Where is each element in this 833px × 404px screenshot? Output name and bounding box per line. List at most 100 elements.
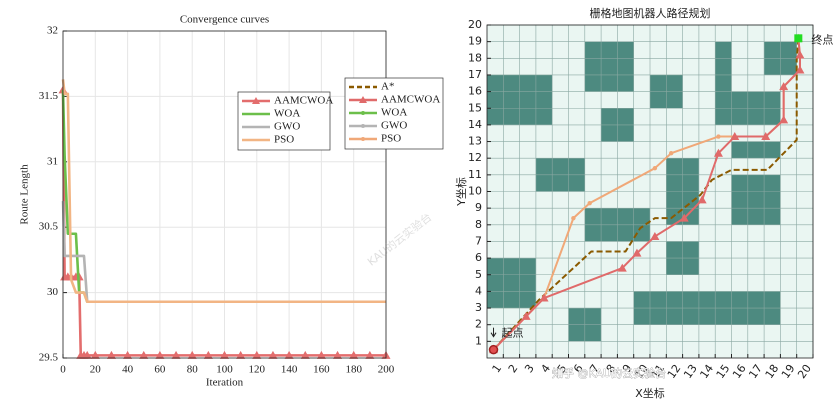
legend-label: GWO — [381, 120, 407, 132]
legend-label: WOA — [274, 108, 300, 120]
x-tick-label: 80 — [187, 364, 199, 376]
series-marker — [795, 65, 805, 74]
y-tick-label: 9 — [475, 201, 482, 214]
x-axis-label: X坐标 — [635, 386, 665, 400]
series-marker — [587, 200, 592, 206]
series-marker — [521, 311, 531, 320]
y-tick-label: 3 — [475, 301, 482, 314]
plot-frame — [62, 30, 387, 359]
y-tick-label: 31 — [47, 155, 58, 167]
series-marker — [155, 350, 165, 359]
y-tick-label: 15 — [468, 101, 482, 114]
series-marker — [220, 350, 229, 359]
legend-marker — [361, 124, 365, 128]
chart-title: Convergence curves — [180, 14, 269, 26]
legend-label: GWO — [274, 121, 300, 133]
series-marker — [679, 213, 689, 222]
legend-label: A* — [381, 81, 394, 93]
legend-label: AAMCWOA — [274, 95, 333, 107]
y-tick-label: 32 — [47, 25, 58, 37]
series-marker — [236, 350, 246, 359]
series-marker — [795, 50, 805, 59]
start-arrow-head — [490, 332, 497, 338]
y-tick-label: 7 — [475, 234, 482, 247]
y-tick-label: 6 — [475, 251, 482, 264]
x-tick-label: 0 — [60, 364, 66, 376]
series-marker — [333, 350, 343, 359]
end-point — [794, 34, 803, 43]
series-line — [61, 79, 386, 304]
y-tick-label: 11 — [468, 168, 482, 181]
y-tick-label: 8 — [475, 218, 482, 231]
y-tick-label: 4 — [475, 284, 482, 297]
series-line — [492, 38, 801, 351]
series-marker — [106, 350, 116, 359]
y-tick-label: 30.5 — [39, 221, 59, 233]
chart-title: 栅格地图机器人路径规划 — [590, 6, 711, 20]
x-tick-label: 100 — [216, 364, 233, 376]
x-tick-label: 60 — [154, 364, 166, 376]
series-marker — [90, 350, 100, 359]
end-label: 终点 — [811, 32, 833, 46]
series-marker — [713, 148, 723, 157]
y-tick-label: 2 — [475, 318, 482, 331]
y-tick-label: 30 — [47, 286, 59, 298]
start-point — [488, 344, 499, 355]
obstacle — [487, 258, 536, 309]
series-marker — [300, 350, 310, 359]
y-axis-label: Y坐标 — [454, 177, 468, 207]
y-tick-label: 1 — [475, 334, 482, 347]
y-tick-label: 31.5 — [39, 90, 59, 102]
series-marker — [139, 350, 149, 359]
series-marker — [571, 215, 576, 221]
obstacle — [731, 174, 781, 225]
series-marker — [365, 350, 375, 359]
y-tick-label: 19 — [468, 35, 482, 48]
y-tick-label: 5 — [475, 268, 482, 281]
obstacle — [731, 141, 781, 159]
legend-label: WOA — [381, 107, 407, 119]
legend-marker — [252, 97, 260, 104]
series-marker — [187, 350, 197, 359]
series-marker — [123, 350, 133, 359]
series-marker — [779, 115, 789, 124]
series-marker — [650, 231, 660, 240]
series-marker — [539, 293, 549, 302]
series-marker — [268, 350, 278, 359]
series-marker — [761, 132, 771, 141]
legend-label: PSO — [274, 134, 294, 146]
legend-marker — [359, 96, 367, 103]
x-tick-label: 40 — [122, 364, 134, 376]
series-marker — [668, 151, 674, 156]
x-tick-label: 20 — [90, 364, 102, 376]
x-tick-label: 200 — [378, 364, 395, 376]
series-marker — [316, 350, 326, 359]
series-marker — [349, 350, 359, 359]
y-tick-label: 18 — [468, 51, 482, 64]
series-marker — [716, 134, 721, 139]
legend-marker — [361, 111, 365, 115]
y-tick-label: 14 — [468, 118, 482, 131]
series-marker — [617, 263, 627, 272]
series-marker — [652, 165, 658, 171]
series-marker — [252, 350, 262, 359]
x-tick-label: 120 — [249, 364, 266, 376]
legend-marker — [361, 137, 365, 141]
series-marker — [779, 82, 789, 91]
series-marker — [730, 132, 740, 141]
y-tick-label: 29.5 — [39, 352, 59, 364]
y-tick-label: 13 — [468, 135, 482, 148]
y-tick-label: 16 — [468, 85, 482, 98]
y-tick-label: 10 — [468, 185, 482, 198]
x-tick-label: 180 — [345, 364, 362, 376]
y-tick-label: 17 — [468, 68, 482, 81]
legend-label: PSO — [381, 133, 401, 145]
series-line — [492, 38, 800, 351]
series-marker — [82, 350, 92, 359]
x-tick-label: 160 — [313, 364, 330, 376]
x-axis-label: Iteration — [206, 377, 244, 389]
watermark: 知乎 @KAU的云实验台 — [552, 366, 666, 380]
series-marker — [697, 195, 707, 204]
start-label: 起点 — [502, 327, 524, 340]
